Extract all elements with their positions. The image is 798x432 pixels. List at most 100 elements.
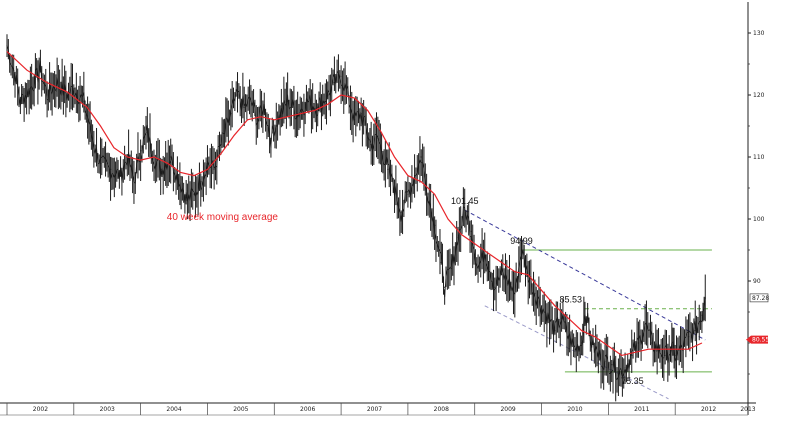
price-point [333,82,336,84]
price-point [186,199,189,201]
price-point [464,209,466,211]
price-point [393,187,396,189]
x-tick-label: 2012 [701,406,716,413]
price-point [434,224,436,226]
moving-average-line [6,51,703,357]
price-point [13,69,15,71]
moving-average-point [300,113,302,114]
moving-average-point [6,51,8,52]
price-point [413,175,416,177]
price-point [567,336,569,338]
price-point [450,268,452,270]
price-point [140,150,142,152]
price-tag-box [746,335,768,344]
moving-average-point [113,147,115,148]
price-point [597,354,599,356]
price-point [494,286,496,288]
price-point [591,342,593,344]
chart-frame [0,2,756,416]
price-point [243,106,245,108]
moving-average-point [354,97,355,99]
price-point [46,94,48,96]
moving-average-point [126,156,128,158]
price-series-line [6,45,706,381]
price-point [119,175,122,177]
annotations: 101.45 94.99 85.53 75.35 40 week moving aver… [167,196,644,386]
weekly-bars [6,34,706,402]
price-point [407,193,409,195]
price-point [687,336,690,338]
moving-average-point [581,330,582,331]
trend-channel [464,209,706,400]
moving-average-point [394,156,395,158]
x-tick-label: 2013 [740,406,755,413]
price-point [109,168,112,170]
moving-average-point [180,172,182,173]
price-point [400,212,402,214]
moving-average-point [26,69,28,71]
x-tick-label: 2011 [634,406,649,413]
price-point [701,314,703,316]
x-tick-label: 2008 [434,406,449,413]
moving-average-point [207,169,208,170]
price-point [440,261,442,263]
price-point [477,268,479,270]
y-axis-ticks: 130 120 110 100 90 [748,30,765,375]
x-tick-label: 2006 [300,406,315,413]
moving-average-point [648,348,649,350]
moving-average-point [514,271,516,273]
price-tag-text: 80.55 [752,337,769,344]
moving-average-point [314,110,315,111]
price-point [236,94,239,96]
price-point [93,144,95,146]
moving-average-point [447,218,449,220]
price-point [213,168,215,170]
horizontal-levels [521,249,712,373]
price-point [694,330,696,332]
moving-average-point [220,153,222,155]
price-tag-0: 87.28 [749,293,769,303]
moving-average-point [367,110,369,111]
price-point [66,94,68,96]
moving-average-point [100,125,101,127]
price-point [604,361,606,363]
moving-average-point [434,193,435,195]
moving-average-point [474,243,476,245]
price-point [307,100,309,102]
moving-average-point [554,305,556,307]
price-point [540,305,543,307]
price-point [99,162,102,164]
moving-average-point [140,159,141,161]
price-tag-1: 80.55 [746,335,769,344]
x-tick-label: 2009 [500,406,515,413]
price-point [170,156,172,158]
price-point [317,106,319,108]
moving-average-point [247,119,248,121]
trend-line-1 [484,305,669,400]
price-point [457,237,459,239]
moving-average-point [674,348,676,350]
x-tick-label: 2004 [166,406,181,413]
price-point [360,113,362,115]
y-tick-label: 120 [753,92,765,99]
moving-average-point [340,94,342,96]
price-point [370,144,372,146]
price-point [637,342,640,344]
moving-average-point [621,355,623,356]
price-point [631,354,633,356]
moving-average-point [661,348,663,350]
moving-average-point [608,345,609,347]
price-point [133,181,135,183]
x-tick-label: 2002 [33,406,48,413]
price-point [347,94,349,96]
price-point [73,88,75,90]
moving-average-point [688,348,689,350]
price-point [387,168,389,170]
price-point [584,308,586,310]
moving-average-point [487,252,489,254]
moving-average-point [153,156,155,158]
price-point [674,354,676,356]
price-point [200,181,202,183]
moving-average-point [273,119,275,121]
